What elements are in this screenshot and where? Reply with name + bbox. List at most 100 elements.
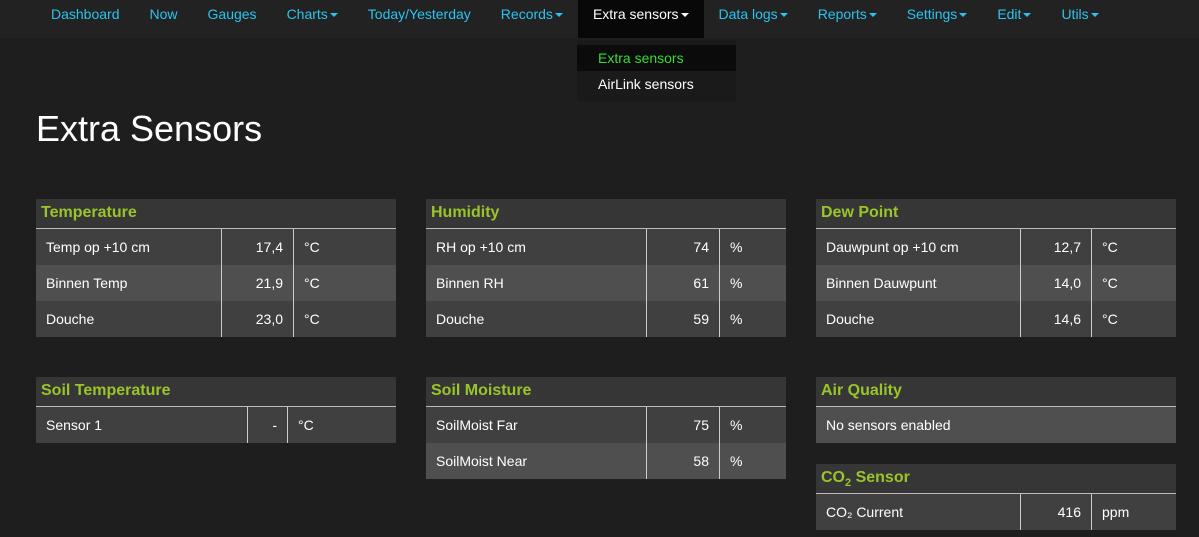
sensor-value: 416	[1021, 494, 1092, 530]
table-row: Douche 59%	[426, 301, 786, 337]
nav-charts[interactable]: Charts	[272, 0, 353, 38]
sensor-unit: ppm	[1102, 504, 1130, 520]
table-row: SoilMoist Near 58%	[426, 443, 786, 479]
nav-label: Data logs	[718, 6, 778, 22]
sensor-name: Douche	[36, 301, 222, 337]
dropdown-item-airlink-sensors[interactable]: AirLink sensors	[598, 76, 694, 92]
nav-label: Edit	[997, 6, 1022, 22]
sensor-unit: °C	[1102, 311, 1118, 327]
nav-edit[interactable]: Edit	[982, 0, 1046, 38]
sensor-value: 75	[647, 407, 720, 443]
sensor-value: 59	[647, 301, 720, 337]
sensor-value: 12,7	[1021, 229, 1092, 265]
sensor-unit: °C	[1102, 275, 1118, 291]
sensor-name: Sensor 1	[36, 407, 248, 443]
caret-down-icon	[959, 13, 968, 18]
nav-gauges[interactable]: Gauges	[193, 0, 272, 38]
panel-co2-sensor: CO2 Sensor CO₂ Current 416 ppm	[816, 464, 1176, 530]
sensor-unit: %	[730, 275, 743, 291]
nav-label: Gauges	[207, 6, 257, 22]
panel-dew-point: Dew Point Dauwpunt op +10 cm 12,7 °C Binnen …	[816, 199, 1176, 337]
sensor-name: CO₂ Current	[816, 494, 1021, 530]
panel-title: Soil Temperature	[36, 377, 396, 407]
sensor-name: SoilMoist Near	[426, 443, 647, 479]
sensor-value: 14,6	[1021, 301, 1092, 337]
caret-down-icon	[1090, 13, 1099, 18]
caret-down-icon	[1023, 13, 1032, 18]
sensor-unit: %	[730, 311, 743, 327]
sensor-value: 14,0	[1021, 265, 1092, 301]
sensor-name: Dauwpunt op +10 cm	[816, 229, 1021, 265]
sensor-value: 58	[647, 443, 720, 479]
page-title: Extra Sensors	[36, 108, 263, 149]
nav-dashboard[interactable]: Dashboard	[36, 0, 135, 38]
sensor-name: Binnen Dauwpunt	[816, 265, 1021, 301]
table-row: Binnen Temp 21,9 °C	[36, 265, 396, 301]
sensor-value: 23,0	[222, 301, 294, 337]
nav-data-logs[interactable]: Data logs	[704, 0, 803, 38]
sensor-unit: %	[730, 453, 743, 469]
sensor-value: -	[248, 407, 288, 443]
caret-down-icon	[554, 13, 563, 18]
nav-reports[interactable]: Reports	[803, 0, 892, 38]
sensor-value: 21,9	[222, 265, 294, 301]
sensor-value: 17,4	[222, 229, 294, 265]
panel-title: CO2 Sensor	[816, 464, 1176, 494]
table-row: Binnen Dauwpunt 14,0 °C	[816, 265, 1176, 301]
nav-label: Extra sensors	[592, 6, 679, 22]
nav-label: Settings	[906, 6, 958, 22]
dropdown-item-extra-sensors[interactable]: Extra sensors	[577, 45, 736, 71]
panel-soil-temperature: Soil Temperature Sensor 1- °C	[36, 377, 396, 443]
sensor-name: Binnen RH	[426, 265, 647, 301]
panel-humidity: Humidity RH op +10 cm 74% Binnen RH 61% Douch…	[426, 199, 786, 337]
sensor-name: Douche	[816, 301, 1021, 337]
table-row: RH op +10 cm 74%	[426, 229, 786, 265]
sensor-unit: %	[730, 239, 743, 255]
nav-now[interactable]: Now	[135, 0, 193, 38]
table-row: Douche 23,0 °C	[36, 301, 396, 337]
nav-settings[interactable]: Settings	[892, 0, 983, 38]
panel-air-quality: Air Quality No sensors enabled	[816, 377, 1176, 443]
table-row: Temp op +10 cm 17,4 °C	[36, 229, 396, 265]
nav-label: Records	[500, 6, 553, 22]
sensor-value: 74	[647, 229, 720, 265]
sensor-unit: °C	[304, 311, 320, 327]
sensor-name: RH op +10 cm	[426, 229, 647, 265]
nav-label: Utils	[1061, 6, 1089, 22]
sensor-unit: °C	[298, 417, 314, 433]
panel-title: Dew Point	[816, 199, 1176, 229]
panel-title: Soil Moisture	[426, 377, 786, 407]
top-navbar: Dashboard Now Gauges Charts Today/Yesterday R…	[0, 0, 1199, 38]
sensor-unit: °C	[304, 239, 320, 255]
table-row: Douche 14,6 °C	[816, 301, 1176, 337]
table-row: CO₂ Current 416 ppm	[816, 494, 1176, 530]
panel-title: Air Quality	[816, 377, 1176, 407]
panel-title: Humidity	[426, 199, 786, 229]
no-sensors-message: No sensors enabled	[826, 417, 951, 433]
caret-down-icon	[329, 13, 338, 18]
nav-label: Dashboard	[51, 6, 120, 22]
caret-down-icon	[868, 13, 877, 18]
table-row: SoilMoist Far 75%	[426, 407, 786, 443]
table-row: Binnen RH 61%	[426, 265, 786, 301]
panel-soil-moisture: Soil Moisture SoilMoist Far 75% SoilMoist N…	[426, 377, 786, 479]
sensor-unit: °C	[1102, 239, 1118, 255]
caret-down-icon	[680, 13, 689, 18]
nav-utils[interactable]: Utils	[1046, 0, 1113, 38]
nav-today-yesterday[interactable]: Today/Yesterday	[353, 0, 486, 38]
nav-label: Now	[149, 6, 178, 22]
table-row: Dauwpunt op +10 cm 12,7 °C	[816, 229, 1176, 265]
panel-title: Temperature	[36, 199, 396, 229]
sensor-name: Temp op +10 cm	[36, 229, 222, 265]
sensor-name: Douche	[426, 301, 647, 337]
nav-extra-sensors[interactable]: Extra sensors	[577, 0, 704, 38]
sensor-name: SoilMoist Far	[426, 407, 647, 443]
nav-records[interactable]: Records	[486, 0, 578, 38]
panel-temperature: Temperature Temp op +10 cm 17,4 °C Binnen Te…	[36, 199, 396, 337]
nav-label: Today/Yesterday	[367, 6, 471, 22]
nav-label: Charts	[286, 6, 328, 22]
caret-down-icon	[779, 13, 788, 18]
sensor-unit: °C	[304, 275, 320, 291]
sensor-unit: %	[730, 417, 743, 433]
table-row: Sensor 1- °C	[36, 407, 396, 443]
